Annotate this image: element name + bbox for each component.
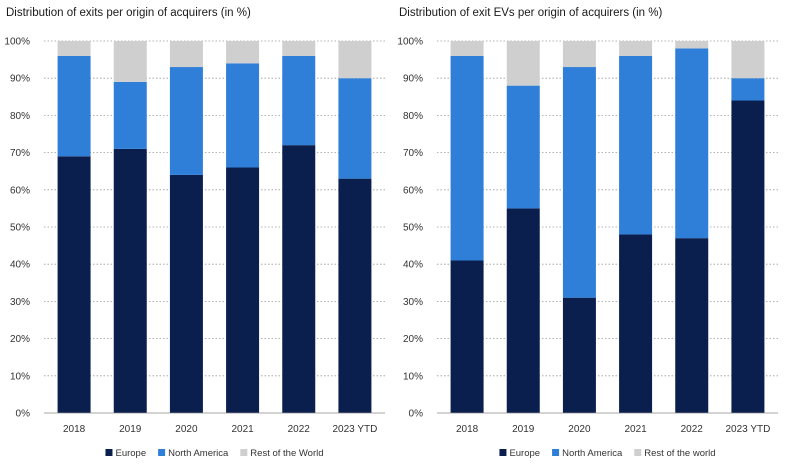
exits-bar-rest-of-the-world-2020 — [169, 41, 203, 68]
exit-evs-bar-rest-of-the-world-2020 — [562, 41, 596, 68]
exit-evs-bar-rest-of-the-world-2023-ytd — [731, 41, 765, 79]
exit-evs-bar-north-america-2018 — [450, 55, 484, 261]
exits-bar-europe-2018 — [57, 156, 91, 413]
exits-bar-europe-2020 — [169, 174, 203, 413]
exits-x-tick-label: 2019 — [119, 424, 142, 435]
exit-evs-y-tick-label: 60% — [403, 185, 423, 196]
exits-bar-north-america-2023-ytd — [338, 78, 372, 179]
exit-evs-chart-title: Distribution of exit EVs per origin of a… — [399, 7, 663, 19]
exits-y-tick-label: 90% — [10, 74, 30, 85]
exits-y-tick-label: 20% — [10, 334, 30, 345]
exits-legend-swatch — [240, 449, 248, 456]
exits-legend-swatch — [105, 449, 113, 456]
exits-legend-item: Rest of the World — [240, 448, 324, 459]
exits-bar-north-america-2021 — [226, 63, 260, 168]
exits-legend: Europe North America Rest of the World — [105, 448, 324, 459]
exit-evs-bar-rest-of-the-world-2022 — [675, 41, 709, 49]
exit-evs-legend: Europe North America Rest of the world — [499, 448, 716, 459]
exit-evs-legend-label: Rest of the world — [644, 448, 715, 459]
exit-evs-bar-north-america-2021 — [619, 55, 653, 235]
exit-evs-legend-swatch — [634, 449, 642, 456]
exit-evs-bar-europe-2018 — [450, 260, 484, 413]
exits-legend-label: Europe — [115, 448, 146, 459]
exits-chart-panel: Distribution of exits per origin of acqu… — [0, 0, 393, 471]
exit-evs-chart-panel: Distribution of exit EVs per origin of a… — [393, 0, 786, 471]
exits-y-tick-label: 0% — [16, 409, 31, 420]
exit-evs-y-tick-label: 80% — [403, 111, 423, 122]
exits-bar-north-america-2018 — [57, 55, 91, 157]
exits-bar-europe-2023-ytd — [338, 178, 372, 413]
exits-x-tick-label: 2020 — [175, 424, 198, 435]
exit-evs-y-tick-label: 100% — [397, 37, 423, 48]
exits-y-tick-label: 60% — [10, 185, 30, 196]
exits-legend-swatch — [158, 449, 166, 456]
exits-bar-north-america-2020 — [169, 67, 203, 175]
exit-evs-y-tick-label: 0% — [409, 409, 424, 420]
exits-legend-label: North America — [168, 448, 229, 459]
exit-evs-bar-europe-2021 — [619, 234, 653, 413]
exits-y-tick-label: 30% — [10, 297, 30, 308]
exit-evs-bar-north-america-2019 — [506, 85, 540, 209]
exits-y-tick-label: 10% — [10, 371, 30, 382]
exits-bar-rest-of-the-world-2022 — [282, 41, 316, 56]
exits-x-tick-label: 2023 YTD — [332, 424, 377, 435]
exit-evs-x-tick-label: 2020 — [568, 424, 591, 435]
exit-evs-bar-rest-of-the-world-2018 — [450, 41, 484, 56]
exit-evs-y-tick-label: 90% — [403, 74, 423, 85]
exit-evs-bar-europe-2020 — [562, 297, 596, 413]
exit-evs-x-tick-label: 2023 YTD — [725, 424, 770, 435]
exit-evs-legend-swatch — [552, 449, 560, 456]
exit-evs-legend-item: Europe — [499, 448, 540, 459]
exits-bar-rest-of-the-world-2018 — [57, 41, 91, 56]
exits-y-tick-label: 70% — [10, 148, 30, 159]
exit-evs-x-tick-label: 2019 — [512, 424, 535, 435]
exit-evs-legend-item: North America — [552, 448, 623, 459]
exits-bar-north-america-2022 — [282, 55, 316, 146]
exit-evs-legend-label: Europe — [509, 448, 540, 459]
exit-evs-y-tick-label: 50% — [403, 223, 423, 234]
exit-evs-legend-label: North America — [562, 448, 623, 459]
exit-evs-y-tick-label: 30% — [403, 297, 423, 308]
exit-evs-bar-rest-of-the-world-2021 — [619, 41, 653, 56]
exit-evs-bar-north-america-2020 — [562, 67, 596, 298]
exit-evs-legend-item: Rest of the world — [634, 448, 716, 459]
exit-evs-x-tick-label: 2022 — [681, 424, 704, 435]
exits-x-tick-label: 2022 — [288, 424, 311, 435]
exits-y-tick-label: 80% — [10, 111, 30, 122]
exits-bar-rest-of-the-world-2023-ytd — [338, 41, 372, 79]
exit-evs-y-tick-label: 20% — [403, 334, 423, 345]
exits-stacked-bar-chart: 0% 10% 20% 30% 40% 50% 60% 70% 80% 90% 100% 2018 201… — [4, 37, 385, 459]
exits-bar-europe-2022 — [282, 145, 316, 413]
exit-evs-bar-north-america-2022 — [675, 48, 709, 239]
exits-bar-rest-of-the-world-2019 — [113, 41, 147, 82]
exits-y-tick-label: 50% — [10, 223, 30, 234]
exits-chart-title: Distribution of exits per origin of acqu… — [6, 7, 251, 19]
exits-legend-item: North America — [158, 448, 229, 459]
exit-evs-bar-north-america-2023-ytd — [731, 78, 765, 101]
exit-evs-y-tick-label: 70% — [403, 148, 423, 159]
exits-x-tick-label: 2018 — [63, 424, 86, 435]
exit-evs-bar-europe-2022 — [675, 238, 709, 413]
exits-bar-europe-2021 — [226, 167, 260, 413]
exit-evs-bar-europe-2019 — [506, 208, 540, 413]
exits-y-tick-label: 40% — [10, 260, 30, 271]
exit-evs-legend-swatch — [499, 449, 507, 456]
exit-evs-y-tick-label: 10% — [403, 371, 423, 382]
exits-y-tick-label: 100% — [4, 37, 30, 48]
exit-evs-x-tick-label: 2021 — [624, 424, 647, 435]
exits-legend-item: Europe — [105, 448, 146, 459]
exits-bar-rest-of-the-world-2021 — [226, 41, 260, 64]
exits-x-tick-label: 2021 — [231, 424, 254, 435]
exit-evs-stacked-bar-chart: 0% 10% 20% 30% 40% 50% 60% 70% 80% 90% 100% 2018 201… — [397, 37, 778, 459]
exit-evs-y-tick-label: 40% — [403, 260, 423, 271]
exits-bar-north-america-2019 — [113, 81, 147, 149]
exit-evs-x-tick-label: 2018 — [456, 424, 479, 435]
exit-evs-bar-rest-of-the-world-2019 — [506, 41, 540, 86]
exits-legend-label: Rest of the World — [250, 448, 323, 459]
exit-evs-bar-europe-2023-ytd — [731, 100, 765, 414]
exits-bar-europe-2019 — [113, 148, 147, 413]
